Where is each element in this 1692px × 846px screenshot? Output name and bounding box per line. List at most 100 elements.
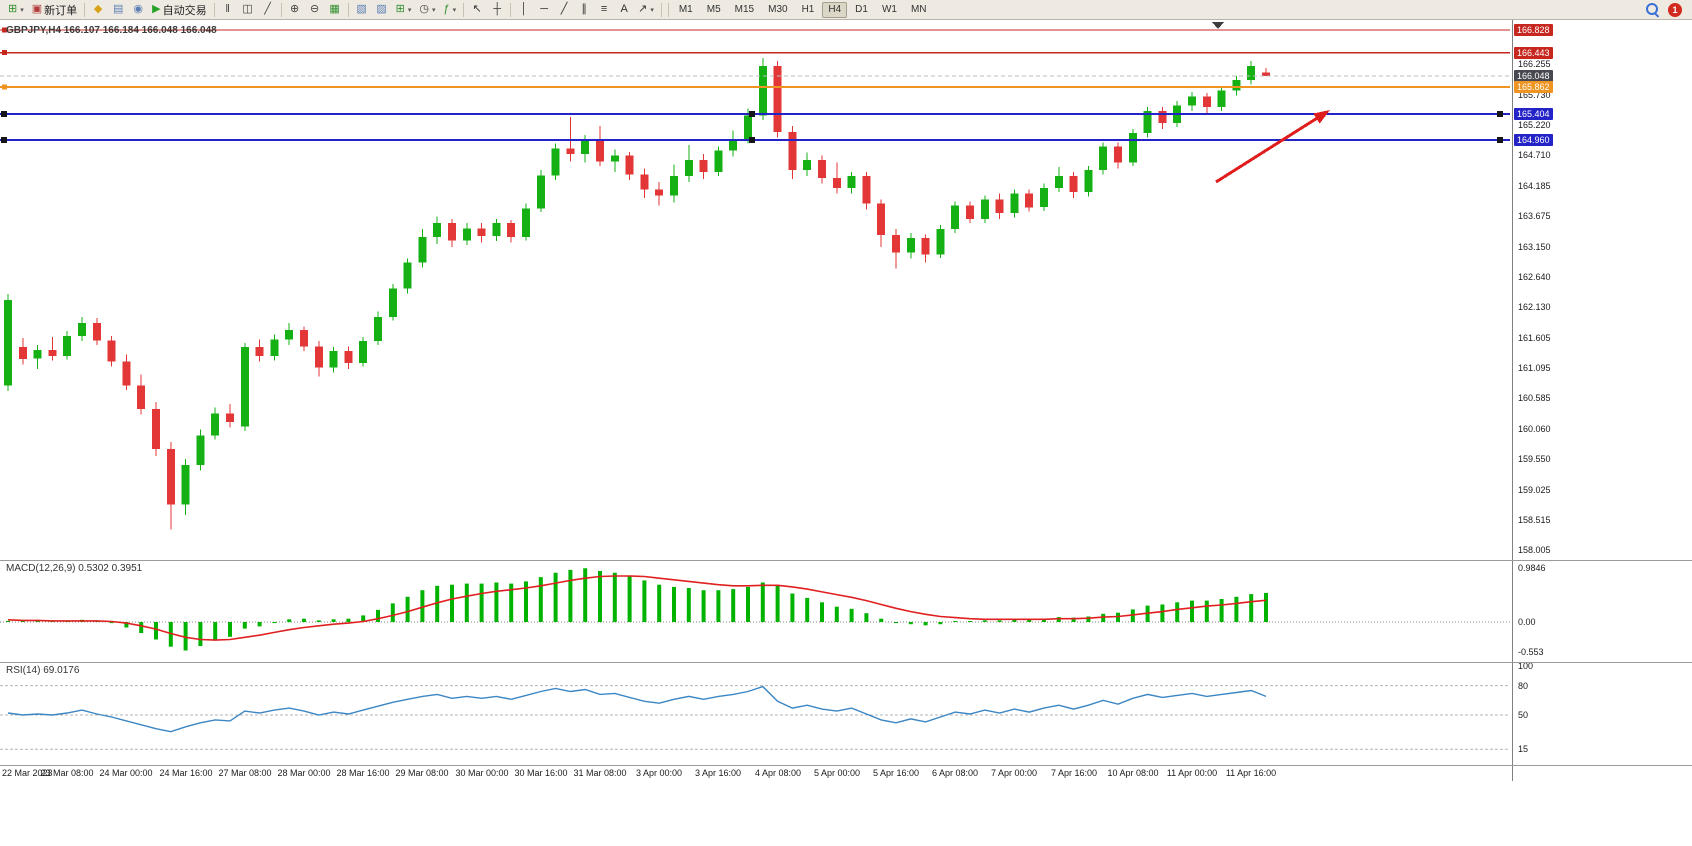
candlestick-chart-button[interactable]: ◫ <box>238 1 258 18</box>
candle <box>18 347 27 359</box>
line-handle[interactable] <box>1497 137 1503 144</box>
data-window-button[interactable]: ▤ <box>108 1 128 18</box>
price-tick-label: 161.605 <box>1518 333 1551 343</box>
candle <box>1158 111 1167 123</box>
arrows-button[interactable]: ↗ ▾ <box>634 1 658 18</box>
new-chart-button[interactable]: ⊞ ▾ <box>4 1 28 18</box>
toolbar-separator <box>84 2 86 17</box>
candle <box>566 148 575 155</box>
candle <box>832 177 841 188</box>
macd-panel-canvas[interactable] <box>0 561 1512 662</box>
price-tick-label: 159.025 <box>1518 485 1551 495</box>
periods-button[interactable]: ◷ ▾ <box>415 1 439 18</box>
price-tick-label: 159.550 <box>1518 454 1551 464</box>
bar-chart-button[interactable]: ‖ <box>218 1 238 18</box>
line-handle[interactable] <box>1497 110 1503 117</box>
price-tick-label: 165.220 <box>1518 120 1551 130</box>
line-handle[interactable] <box>1 110 7 117</box>
macd-panel-separator[interactable] <box>0 560 1692 561</box>
zoom-out-button[interactable]: ⊖ <box>305 1 325 18</box>
line-handle[interactable] <box>2 50 7 56</box>
line-chart-button[interactable]: ╱ <box>258 1 278 18</box>
candle <box>285 329 294 340</box>
timeframe-w1-button[interactable]: W1 <box>881 4 897 15</box>
auto-scroll-button[interactable]: ▧ <box>352 1 372 18</box>
timeframe-d1-button[interactable]: D1 <box>855 4 868 15</box>
candle <box>1128 133 1137 163</box>
cursor-button[interactable]: ↖ <box>467 1 487 18</box>
line-handle[interactable] <box>749 110 755 117</box>
new-order-icon: ▣ <box>31 3 43 15</box>
vertical-line-button[interactable]: │ <box>514 1 534 18</box>
horizontal-line-button[interactable]: ─ <box>534 1 554 18</box>
new-chart-window-button[interactable]: ⊞ ▾ <box>392 1 416 18</box>
timeframe-m1-button[interactable]: M1 <box>678 4 693 15</box>
crosshair-icon: ┼ <box>493 3 501 15</box>
navigator-button[interactable]: ◉ <box>128 1 148 18</box>
timeframe-h4-button[interactable]: H4 <box>822 1 848 18</box>
rsi-panel-canvas[interactable] <box>0 663 1512 765</box>
candle <box>181 464 190 505</box>
timeframe-mn-button[interactable]: MN <box>910 4 927 15</box>
search-icon[interactable] <box>1645 2 1660 17</box>
line-handle[interactable] <box>1 137 7 144</box>
candle <box>1069 176 1078 192</box>
candle <box>492 223 501 237</box>
tile-windows-button[interactable]: ▦ <box>325 1 345 18</box>
rsi-panel-separator[interactable] <box>0 662 1692 663</box>
equidistant-channel-button[interactable]: ∥ <box>574 1 594 18</box>
chart-shift-button[interactable]: ▨ <box>372 1 392 18</box>
macd-axis-label: 0.00 <box>1518 617 1536 627</box>
arrows-icon: ↗ <box>638 3 648 15</box>
indicators-button[interactable]: ƒ ▾ <box>439 1 460 18</box>
resistance-price-166828-badge: 166.828 <box>1514 24 1553 36</box>
timeframe-m15-button[interactable]: M15 <box>734 4 755 15</box>
candle <box>1188 96 1196 106</box>
line-handle[interactable] <box>2 27 7 33</box>
new-order-button[interactable]: ▣ 新订单 <box>28 1 81 18</box>
candle <box>507 223 516 237</box>
time-axis[interactable]: 22 Mar 2023 23 Mar 08:00 24 Mar 00:00 24 Ma… <box>0 766 1512 781</box>
timeframe-m5-button[interactable]: M5 <box>706 4 721 15</box>
toolbar-right-cluster: 1 <box>1645 2 1688 17</box>
arrow-object-line[interactable] <box>1215 113 1325 184</box>
zoom-in-button[interactable]: ⊕ <box>285 1 305 18</box>
macd-signal-line <box>7 575 1267 641</box>
notification-badge[interactable]: 1 <box>1668 2 1682 17</box>
timeframe-h1-button[interactable]: H1 <box>801 4 815 15</box>
line-handle[interactable] <box>2 84 7 90</box>
time-label: 4 Apr 08:00 <box>754 768 802 778</box>
arrow-object-head[interactable] <box>1313 110 1330 124</box>
toolbar-separator <box>213 2 215 17</box>
candle <box>418 236 427 263</box>
toolbar: ⊞ ▾ ▣ 新订单 ◆ ▤ ◉ ▶ 自动交易 ‖ ◫ ╱ ⊕ ⊖ ▦ ▧ ▨ ⊞ ▾ ◷ ▾ ƒ ▾ ↖ ┼ │ ─ ╱ ∥ ≡ A ↗ ▾ M1… <box>0 0 1692 20</box>
market-watch-button[interactable]: ◆ <box>88 1 108 18</box>
rsi-line <box>7 685 1267 733</box>
new-order-label: 新订单 <box>44 4 78 17</box>
candle <box>196 435 205 465</box>
candle <box>1084 170 1093 192</box>
candle <box>477 228 486 237</box>
text-label-button[interactable]: A <box>614 1 634 18</box>
line-handle[interactable] <box>749 137 755 144</box>
price-axis[interactable]: 166.255 165.730 165.220 164.710 164.185 163.6… <box>1512 20 1692 781</box>
candle <box>729 138 738 151</box>
candle <box>788 131 797 171</box>
fibonacci-button[interactable]: ≡ <box>594 1 614 18</box>
candle <box>610 155 619 162</box>
candle <box>1247 65 1256 80</box>
candle <box>670 176 678 196</box>
price-chart-canvas[interactable] <box>0 20 1512 560</box>
crosshair-button[interactable]: ┼ <box>487 1 507 18</box>
time-label: 31 Mar 08:00 <box>573 768 627 778</box>
toolbar-separator <box>463 2 465 17</box>
toolbar-separator <box>510 2 512 17</box>
price-tick-label: 165.730 <box>1518 90 1551 100</box>
trendline-button[interactable]: ╱ <box>554 1 574 18</box>
auto-trading-button[interactable]: ▶ 自动交易 <box>148 1 210 18</box>
timeframe-m30-button[interactable]: M30 <box>768 4 788 15</box>
candle <box>255 347 264 356</box>
time-label: 5 Apr 16:00 <box>872 768 920 778</box>
chart-title: GBPJPY,H4 166.107 166.184 166.048 166.04… <box>6 25 217 36</box>
